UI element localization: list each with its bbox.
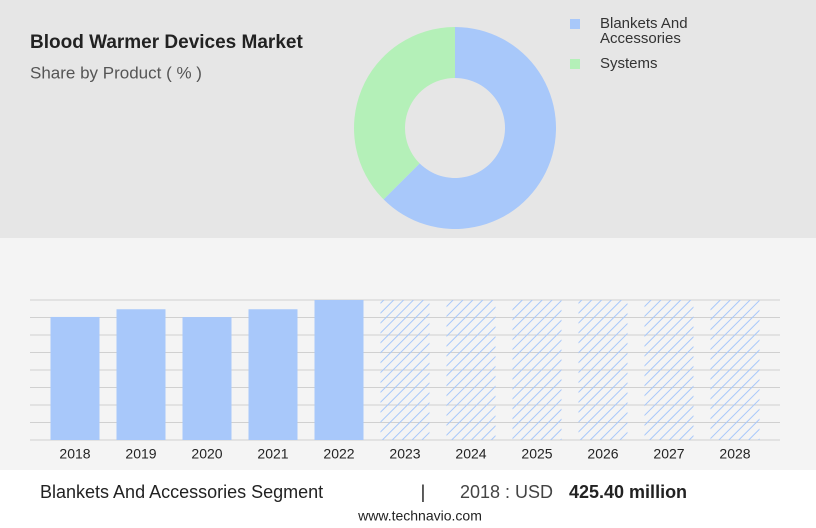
legend: Blankets And Accessories Systems [570,16,720,81]
forecast-bar [710,300,760,440]
x-tick-label: 2023 [389,446,420,462]
footer-separator: | [421,482,426,502]
footer-period: 2018 : USD [460,482,553,502]
chart-subtitle: Share by Product ( % ) [30,63,202,82]
bar [314,300,364,440]
legend-item: Systems [570,56,720,71]
forecast-bar [512,300,562,440]
legend-label: Blankets And Accessories [600,15,688,47]
forecast-bar [380,300,430,440]
bar [248,309,298,440]
legend-swatch [570,19,580,29]
x-tick-label: 2024 [455,446,486,462]
legend-item: Blankets And Accessories [570,16,720,46]
donut-slice [353,27,455,200]
source: www.technavio.com [357,508,482,524]
x-tick-label: 2020 [191,446,222,462]
x-tick-label: 2019 [125,446,156,462]
chart-title: Blood Warmer Devices Market [30,32,303,53]
legend-swatch [570,59,580,69]
bar [116,309,166,440]
footer-value: 425.40 million [569,482,687,502]
forecast-bar [644,300,694,440]
donut-slice [383,27,556,229]
x-tick-label: 2027 [653,446,684,462]
x-tick-label: 2021 [257,446,288,462]
bar [50,316,100,440]
x-tick-label: 2022 [323,446,354,462]
legend-label: Systems [600,55,658,72]
x-tick-label: 2026 [587,446,618,462]
forecast-bar [578,300,628,440]
forecast-bar [446,300,496,440]
x-tick-label: 2028 [719,446,750,462]
x-tick-label: 2025 [521,446,552,462]
x-tick-label: 2018 [59,446,90,462]
bar [182,317,232,440]
footer-segment: Blankets And Accessories Segment [40,482,323,502]
